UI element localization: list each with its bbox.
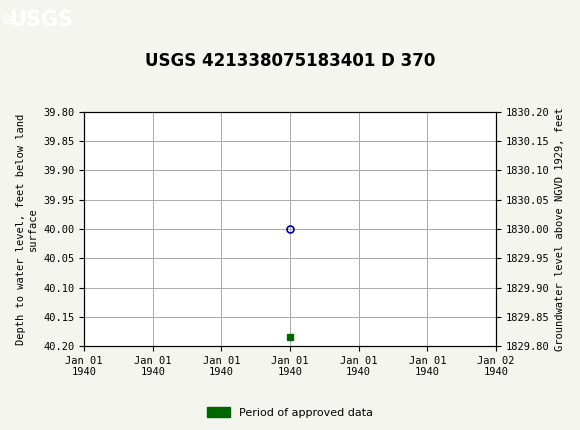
Text: USGS 421338075183401 D 370: USGS 421338075183401 D 370 — [145, 52, 435, 70]
Legend: Period of approved data: Period of approved data — [203, 403, 377, 422]
Y-axis label: Depth to water level, feet below land
surface: Depth to water level, feet below land su… — [16, 114, 38, 344]
Text: ≋: ≋ — [1, 11, 17, 30]
Y-axis label: Groundwater level above NGVD 1929, feet: Groundwater level above NGVD 1929, feet — [555, 107, 565, 351]
Text: USGS: USGS — [9, 10, 72, 31]
